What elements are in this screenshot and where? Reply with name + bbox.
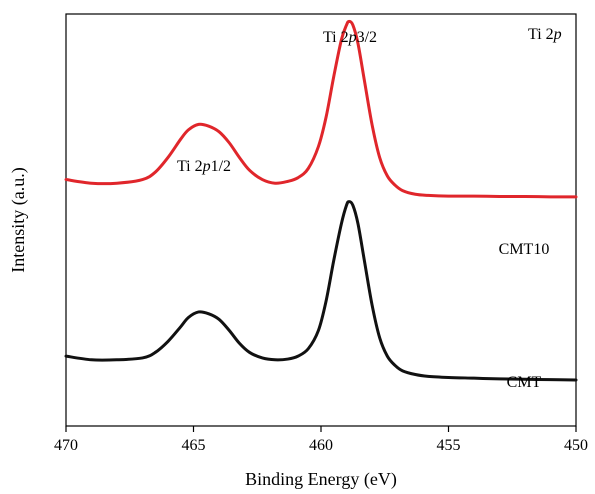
series-label-cmt10: CMT10	[499, 241, 550, 258]
x-tick-label: 455	[437, 437, 461, 454]
x-tick-label: 450	[564, 437, 588, 454]
series-layer	[64, 19, 578, 382]
x-ticks: 470 465 460 455 450	[54, 426, 588, 454]
y-axis-title: Intensity (a.u.)	[8, 167, 29, 272]
series-line-cmt10	[64, 19, 578, 199]
annotation-ti2p12: Ti 2p1/2	[177, 158, 231, 175]
x-tick-label: 470	[54, 437, 78, 454]
corner-label: Ti 2p	[528, 26, 562, 43]
x-tick-label: 460	[309, 437, 333, 454]
series-line-cmt	[64, 200, 578, 382]
series-label-cmt: CMT	[507, 374, 542, 391]
x-axis-title: Binding Energy (eV)	[245, 469, 397, 490]
annotation-ti2p32: Ti 2p3/2	[323, 29, 377, 46]
x-tick-label: 465	[182, 437, 206, 454]
plot-frame	[65, 13, 577, 427]
